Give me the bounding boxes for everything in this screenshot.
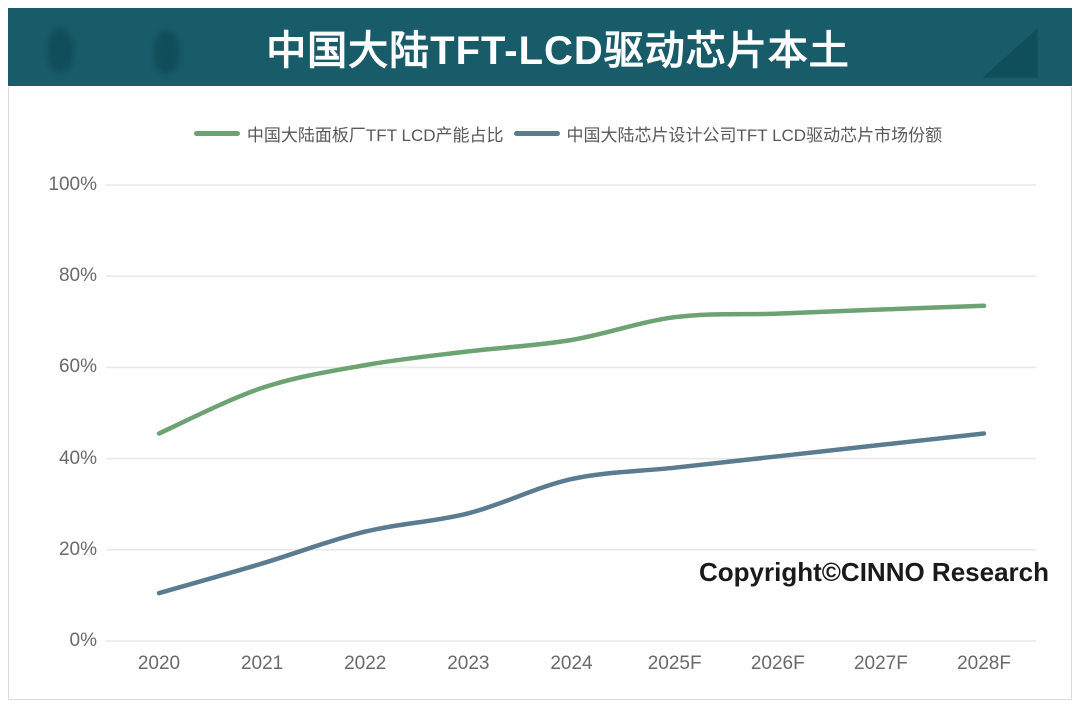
chart-card: 中国大陆面板厂TFT LCD产能占比 中国大陆芯片设计公司TFT LCD驱动芯片市… [8, 87, 1072, 700]
legend-swatch-icon [193, 131, 240, 136]
y-tick-label: 60% [58, 356, 97, 378]
legend-label: 中国大陆面板厂TFT LCD产能占比 [246, 126, 504, 145]
chart-legend: 中国大陆面板厂TFT LCD产能占比 中国大陆芯片设计公司TFT LCD驱动芯片市… [37, 121, 1080, 146]
banner-corner-triangle-icon [982, 28, 1038, 78]
legend-swatch-icon [513, 131, 560, 136]
line-chart [106, 184, 1036, 642]
page-title: 中国大陆TFT-LCD驱动芯片本土 [266, 29, 850, 73]
x-tick-label: 2026F [750, 653, 805, 674]
series-line-blue [156, 431, 987, 596]
x-tick-label: 2027F [853, 653, 908, 674]
x-tick-label: 2025F [647, 653, 702, 674]
x-tick-label: 2021 [240, 653, 284, 674]
banner-smudge-icon [48, 28, 74, 72]
x-tick-label: 2024 [550, 653, 593, 674]
y-tick-label: 20% [58, 538, 97, 560]
x-tick-label: 2022 [344, 653, 387, 674]
x-tick-label: 2028F [957, 653, 1011, 674]
legend-item: 中国大陆面板厂TFT LCD产能占比 [193, 121, 504, 146]
legend-item: 中国大陆芯片设计公司TFT LCD驱动芯片市场份额 [513, 121, 943, 146]
x-tick-label: 2020 [137, 653, 181, 674]
y-tick-label: 0% [69, 630, 97, 651]
y-tick-label: 40% [58, 447, 97, 469]
x-tick-label: 2023 [447, 653, 490, 674]
banner-smudge-icon [154, 30, 180, 74]
legend-label: 中国大陆芯片设计公司TFT LCD驱动芯片市场份额 [566, 126, 943, 145]
title-banner: 中国大陆TFT-LCD驱动芯片本土 [8, 8, 1072, 86]
copyright-watermark: Copyright©CINNO Research [699, 557, 1049, 587]
series-line-green [156, 303, 987, 436]
y-tick-label: 100% [48, 174, 97, 195]
y-tick-label: 80% [58, 265, 97, 287]
